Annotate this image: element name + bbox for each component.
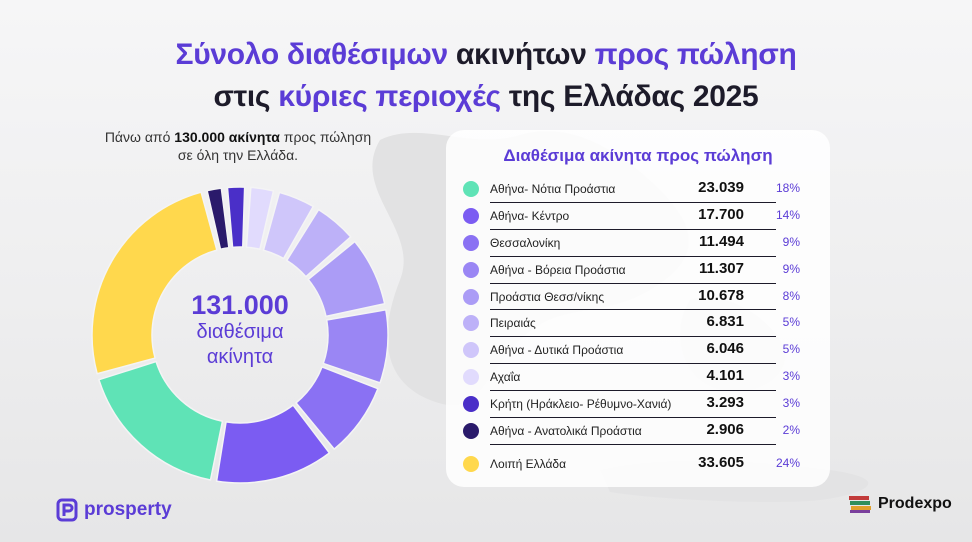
subnote-prefix: Πάνω από [104, 129, 171, 145]
legend-row: Αθήνα - Δυτικά Προάστια 6.046 5% [460, 337, 816, 365]
donut-slice [285, 208, 352, 278]
prosperty-logo-text: prosperty [84, 499, 172, 520]
legend-percent: 5% [782, 315, 800, 330]
legend-color-dot [463, 369, 479, 386]
legend-label: Κρήτη (Ηράκλειο- Ρέθυμνο-Χανιά) [490, 397, 672, 412]
title-part: στις [213, 80, 271, 113]
donut-slice [307, 240, 386, 318]
legend-label: Αθήνα - Βόρεια Προάστια [490, 262, 626, 277]
legend-color-dot [463, 315, 479, 332]
legend-value: 4.101 [706, 367, 744, 385]
legend-color-dot [463, 423, 479, 440]
donut-slice [91, 191, 218, 375]
legend-percent: 14% [775, 207, 800, 222]
legend-value: 11.494 [698, 232, 744, 250]
donut-slice [206, 187, 230, 250]
donut-slice [262, 191, 315, 260]
legend-label: Λοιπή Ελλάδα [490, 456, 567, 471]
legend-color-dot [463, 261, 479, 278]
legend-value: 17.700 [698, 205, 744, 223]
legend-row: Κρήτη (Ηράκλειο- Ρέθυμνο-Χανιά) 3.293 3% [460, 391, 816, 418]
title-part: προς πώληση [594, 38, 797, 71]
title-part: κύριες περιοχές [278, 80, 501, 113]
subnote: Πάνω από 130.000 ακίνητα προς πώληση σε … [78, 128, 398, 164]
legend-row: Αθήνα - Ανατολικά Προάστια 2.906 2% [460, 418, 816, 445]
donut-center: 131.000 διαθέσιμα ακίνητα [160, 290, 320, 370]
legend-color-dot [463, 342, 479, 359]
legend-rows: Αθήνα- Νότια Προάστια 23.039 18% Αθήνα- Κέν… [460, 176, 816, 478]
total-label-line1: διαθέσιμα [196, 321, 284, 343]
donut-slice [226, 186, 246, 249]
subnote-line2: σε όλη την Ελλάδα. [177, 147, 299, 163]
legend-row: Αχαΐα 4.101 3% [460, 364, 816, 392]
donut-slice [295, 366, 379, 450]
legend-color-dot [463, 207, 479, 224]
title-part: της Ελλάδας 2025 [508, 80, 759, 113]
donut-slice [98, 360, 224, 481]
legend-color-dot [463, 181, 479, 197]
legend-panel: Διαθέσιμα ακίνητα προς πώληση Αθήνα- Νότ… [446, 130, 830, 487]
total-label-line2: ακίνητα [206, 346, 274, 368]
legend-row: Θεσσαλονίκη 11.494 9% [460, 230, 816, 257]
donut-slice [215, 404, 331, 484]
legend-row: Πειραιάς 6.831 5% [460, 310, 816, 338]
legend-percent: 3% [782, 396, 800, 411]
donut-chart [91, 186, 389, 484]
legend-percent: 3% [782, 369, 800, 384]
prosperty-logo: prosperty [56, 498, 172, 522]
legend-value: 2.906 [706, 421, 744, 439]
legend-value: 10.678 [698, 286, 744, 304]
prosperty-logo-icon [56, 498, 78, 522]
prodexpo-logo: Prodexpo [848, 493, 952, 515]
legend-row: Λοιπή Ελλάδα 33.605 24% [460, 451, 816, 478]
legend-color-dot [463, 234, 479, 251]
legend-label: Θεσσαλονίκη [490, 235, 561, 250]
legend-value: 3.293 [706, 394, 744, 412]
legend-label: Αθήνα- Κέντρο [490, 208, 570, 223]
legend-label: Αθήνα - Ανατολικά Προάστια [490, 424, 642, 439]
total-number: 131.000 [191, 290, 289, 320]
legend-percent: 5% [782, 342, 800, 357]
page-title: Σύνολο διαθέσιμων ακινήτων προς πώληση σ… [0, 34, 972, 118]
legend-value: 11.307 [698, 259, 744, 277]
legend-label: Πειραιάς [490, 316, 536, 331]
legend-value: 23.039 [698, 179, 744, 196]
legend-label: Αθήνα - Δυτικά Προάστια [490, 343, 624, 358]
legend-label: Αθήνα- Νότια Προάστια [490, 182, 616, 196]
legend-value: 6.046 [706, 340, 744, 358]
subnote-suffix: προς πώληση [283, 129, 372, 145]
legend-row: Αθήνα- Νότια Προάστια 23.039 18% [460, 176, 816, 203]
legend-percent: 9% [782, 234, 800, 249]
legend-row: Προάστια Θεσσ/νίκης 10.678 8% [460, 284, 816, 311]
donut-slice [322, 309, 389, 384]
prodexpo-logo-text: Prodexpo [878, 495, 952, 512]
legend-percent: 8% [782, 288, 800, 303]
legend-color-dot [463, 288, 479, 305]
legend-row: Αθήνα - Βόρεια Προάστια 11.307 9% [460, 257, 816, 284]
legend-color-dot [463, 396, 479, 413]
legend-percent: 2% [782, 423, 800, 438]
legend-label: Προάστια Θεσσ/νίκης [490, 289, 605, 304]
legend-percent: 24% [775, 455, 800, 470]
legend-percent: 9% [782, 261, 800, 276]
legend-label: Αχαΐα [490, 370, 521, 385]
donut-slice [245, 186, 275, 251]
legend-value: 6.831 [706, 313, 744, 331]
legend-row: Αθήνα- Κέντρο 17.700 14% [460, 203, 816, 230]
title-part: Σύνολο διαθέσιμων [175, 38, 449, 71]
legend-value: 33.605 [698, 453, 744, 471]
prodexpo-logo-icon [849, 496, 871, 513]
subnote-bold: 130.000 ακίνητα [174, 129, 280, 145]
legend-title: Διαθέσιμα ακίνητα προς πώληση [503, 146, 773, 165]
legend-percent: 18% [775, 181, 800, 195]
legend-color-dot [463, 455, 479, 472]
title-part: ακινήτων [455, 38, 587, 71]
